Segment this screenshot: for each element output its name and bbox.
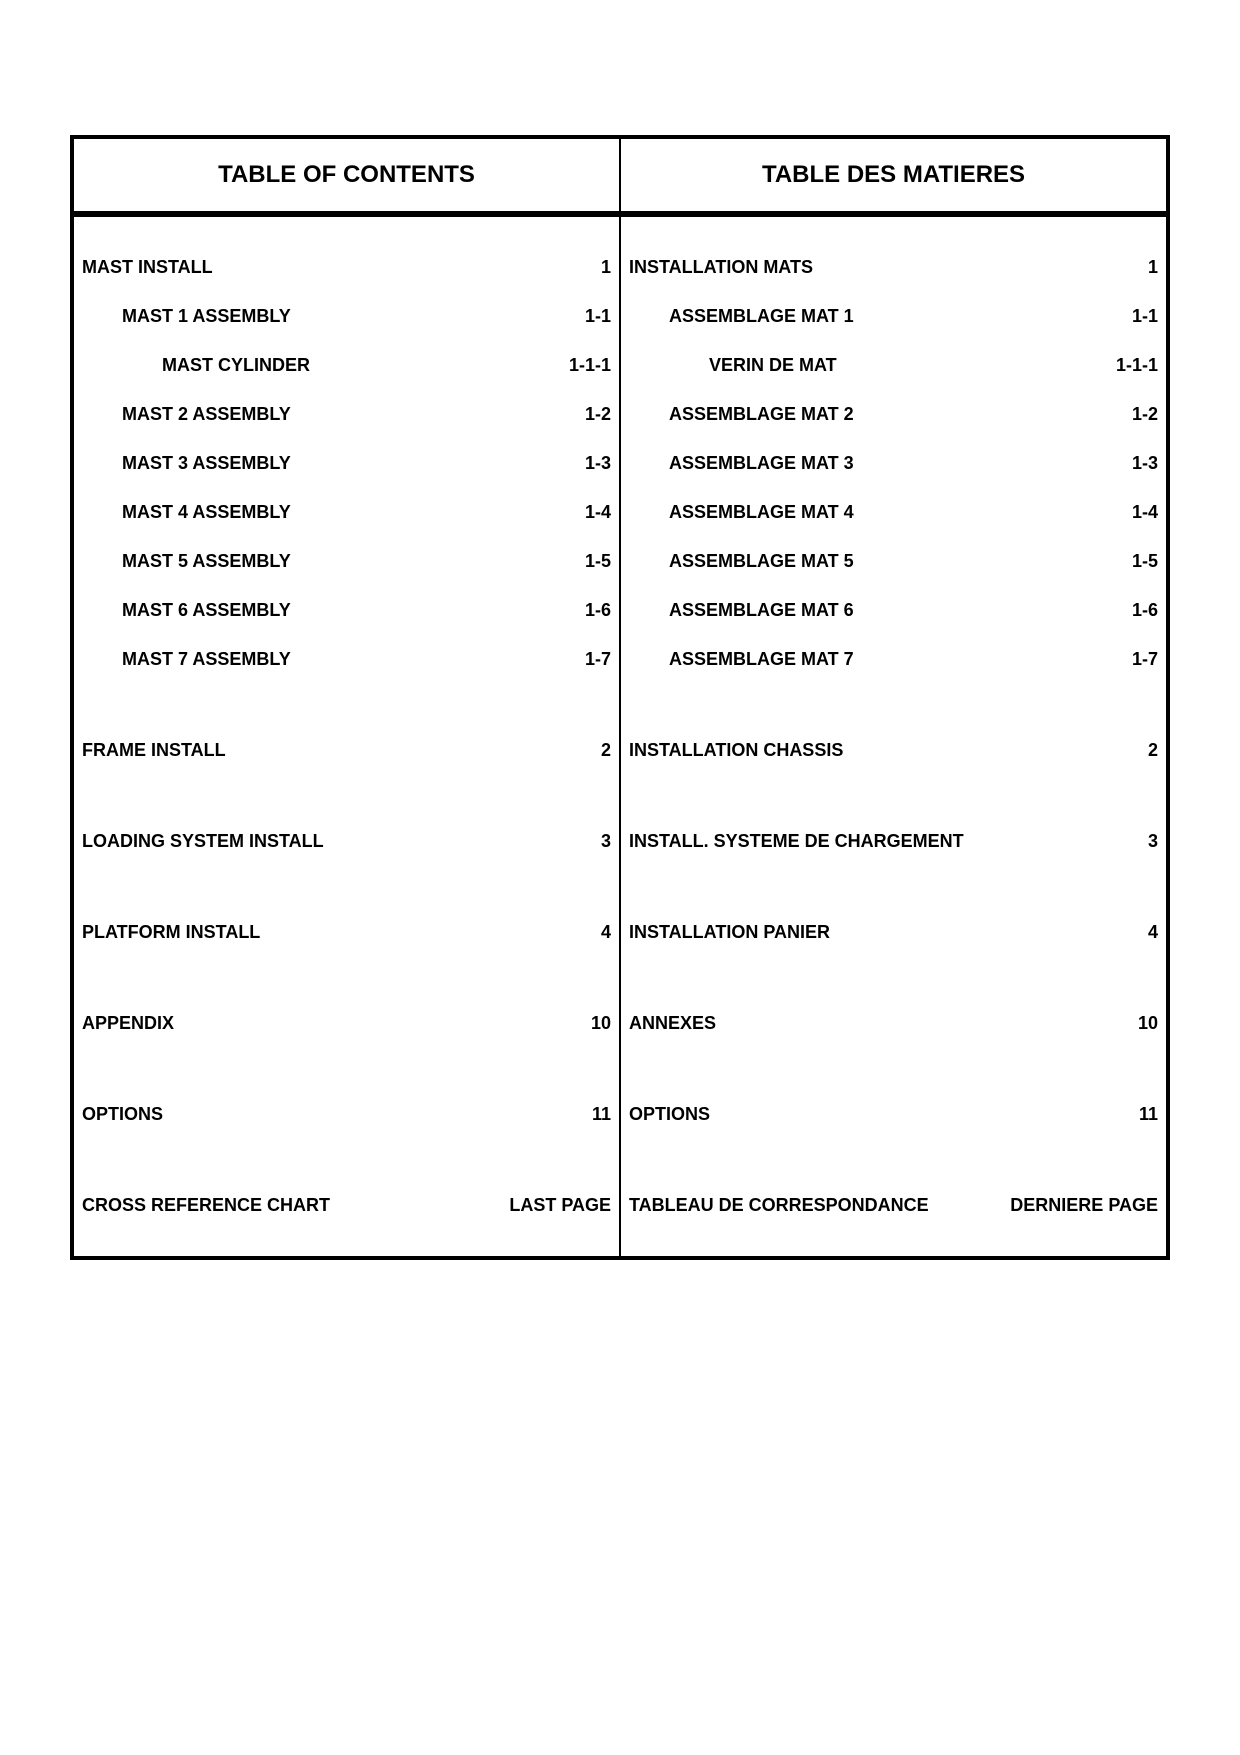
- toc-entry-page: 4: [1028, 922, 1158, 943]
- toc-entry-label: LOADING SYSTEM INSTALL: [82, 831, 324, 852]
- toc-row: ASSEMBLAGE MAT 2 1-2: [621, 404, 1166, 425]
- toc-column-left: MAST INSTALL 1 MAST 1 ASSEMBLY 1-1 MAST CYLI…: [74, 217, 621, 1256]
- toc-row: APPENDIX 10: [74, 1013, 619, 1034]
- toc-row: FRAME INSTALL 2: [74, 740, 619, 761]
- toc-body: MAST INSTALL 1 MAST 1 ASSEMBLY 1-1 MAST CYLI…: [74, 217, 1166, 1256]
- toc-entry-page: 1-6: [1028, 600, 1158, 621]
- toc-row: MAST CYLINDER 1-1-1: [74, 355, 619, 376]
- toc-entry-label: CROSS REFERENCE CHART: [82, 1195, 330, 1216]
- toc-header-left: TABLE OF CONTENTS: [74, 139, 621, 211]
- toc-row: ASSEMBLAGE MAT 6 1-6: [621, 600, 1166, 621]
- toc-row: CROSS REFERENCE CHART LAST PAGE: [74, 1195, 619, 1216]
- toc-entry-label: ASSEMBLAGE MAT 1: [669, 306, 854, 327]
- toc-entry-page: 1-1: [481, 306, 611, 327]
- toc-row: MAST 7 ASSEMBLY 1-7: [74, 649, 619, 670]
- toc-entry-page: DERNIERE PAGE: [1010, 1195, 1158, 1216]
- toc-entry-label: MAST 1 ASSEMBLY: [122, 306, 291, 327]
- toc-row: INSTALLATION CHASSIS 2: [621, 740, 1166, 761]
- toc-row: VERIN DE MAT 1-1-1: [621, 355, 1166, 376]
- toc-entry-label: ASSEMBLAGE MAT 2: [669, 404, 854, 425]
- toc-entry-page: 1-1: [1028, 306, 1158, 327]
- toc-entry-page: 1-3: [481, 453, 611, 474]
- toc-entry-label: INSTALLATION PANIER: [629, 922, 830, 943]
- toc-entry-page: 10: [481, 1013, 611, 1034]
- toc-row: ASSEMBLAGE MAT 1 1-1: [621, 306, 1166, 327]
- toc-entry-label: MAST CYLINDER: [162, 355, 310, 376]
- toc-entry-label: PLATFORM INSTALL: [82, 922, 260, 943]
- toc-entry-label: TABLEAU DE CORRESPONDANCE: [629, 1195, 929, 1216]
- toc-entry-page: 3: [481, 831, 611, 852]
- toc-container: TABLE OF CONTENTS TABLE DES MATIERES MAS…: [70, 135, 1170, 1260]
- toc-entry-label: FRAME INSTALL: [82, 740, 226, 761]
- toc-entry-label: ASSEMBLAGE MAT 7: [669, 649, 854, 670]
- toc-entry-page: 2: [481, 740, 611, 761]
- toc-row: ASSEMBLAGE MAT 5 1-5: [621, 551, 1166, 572]
- toc-entry-label: MAST 2 ASSEMBLY: [122, 404, 291, 425]
- toc-column-right: INSTALLATION MATS 1 ASSEMBLAGE MAT 1 1-1 VER…: [621, 217, 1166, 1256]
- toc-row: MAST 5 ASSEMBLY 1-5: [74, 551, 619, 572]
- toc-entry-page: 3: [1028, 831, 1158, 852]
- toc-entry-page: 1-2: [1028, 404, 1158, 425]
- toc-row: MAST 3 ASSEMBLY 1-3: [74, 453, 619, 474]
- toc-entry-label: MAST INSTALL: [82, 257, 213, 278]
- toc-entry-label: MAST 7 ASSEMBLY: [122, 649, 291, 670]
- toc-row: INSTALLATION PANIER 4: [621, 922, 1166, 943]
- toc-entry-label: VERIN DE MAT: [709, 355, 837, 376]
- toc-entry-page: 1-2: [481, 404, 611, 425]
- toc-entry-page: 1-6: [481, 600, 611, 621]
- toc-entry-label: MAST 4 ASSEMBLY: [122, 502, 291, 523]
- toc-entry-page: 1-7: [1028, 649, 1158, 670]
- toc-row: INSTALLATION MATS 1: [621, 257, 1166, 278]
- toc-row: ANNEXES 10: [621, 1013, 1166, 1034]
- toc-entry-page: 1-1-1: [1028, 355, 1158, 376]
- toc-entry-page: 1-5: [1028, 551, 1158, 572]
- toc-row: INSTALL. SYSTEME DE CHARGEMENT 3: [621, 831, 1166, 852]
- toc-entry-page: 11: [481, 1104, 611, 1125]
- toc-entry-label: INSTALLATION CHASSIS: [629, 740, 843, 761]
- toc-row: OPTIONS 11: [74, 1104, 619, 1125]
- toc-entry-label: ANNEXES: [629, 1013, 716, 1034]
- toc-entry-label: ASSEMBLAGE MAT 5: [669, 551, 854, 572]
- toc-row: MAST INSTALL 1: [74, 257, 619, 278]
- toc-entry-page: 11: [1028, 1104, 1158, 1125]
- toc-entry-page: 1: [1028, 257, 1158, 278]
- toc-entry-page: 2: [1028, 740, 1158, 761]
- toc-row: MAST 4 ASSEMBLY 1-4: [74, 502, 619, 523]
- toc-entry-page: 1-4: [1028, 502, 1158, 523]
- toc-row: ASSEMBLAGE MAT 3 1-3: [621, 453, 1166, 474]
- toc-entry-label: MAST 3 ASSEMBLY: [122, 453, 291, 474]
- toc-row: MAST 1 ASSEMBLY 1-1: [74, 306, 619, 327]
- toc-entry-label: OPTIONS: [629, 1104, 710, 1125]
- toc-row: MAST 2 ASSEMBLY 1-2: [74, 404, 619, 425]
- toc-entry-label: APPENDIX: [82, 1013, 174, 1034]
- toc-row: OPTIONS 11: [621, 1104, 1166, 1125]
- toc-entry-page: LAST PAGE: [481, 1195, 611, 1216]
- toc-entry-label: INSTALLATION MATS: [629, 257, 813, 278]
- toc-row: ASSEMBLAGE MAT 4 1-4: [621, 502, 1166, 523]
- toc-header-right: TABLE DES MATIERES: [621, 139, 1166, 211]
- toc-entry-page: 1: [481, 257, 611, 278]
- toc-row: LOADING SYSTEM INSTALL 3: [74, 831, 619, 852]
- toc-entry-label: OPTIONS: [82, 1104, 163, 1125]
- toc-row: PLATFORM INSTALL 4: [74, 922, 619, 943]
- toc-entry-page: 1-7: [481, 649, 611, 670]
- toc-entry-label: ASSEMBLAGE MAT 4: [669, 502, 854, 523]
- toc-entry-page: 4: [481, 922, 611, 943]
- toc-entry-page: 1-5: [481, 551, 611, 572]
- toc-entry-label: MAST 6 ASSEMBLY: [122, 600, 291, 621]
- toc-entry-page: 1-4: [481, 502, 611, 523]
- toc-entry-label: ASSEMBLAGE MAT 6: [669, 600, 854, 621]
- toc-entry-label: ASSEMBLAGE MAT 3: [669, 453, 854, 474]
- toc-entry-label: MAST 5 ASSEMBLY: [122, 551, 291, 572]
- toc-entry-page: 1-1-1: [481, 355, 611, 376]
- toc-header: TABLE OF CONTENTS TABLE DES MATIERES: [74, 139, 1166, 217]
- toc-row: TABLEAU DE CORRESPONDANCE DERNIERE PAGE: [621, 1195, 1166, 1216]
- toc-entry-page: 1-3: [1028, 453, 1158, 474]
- toc-entry-page: 10: [1028, 1013, 1158, 1034]
- toc-row: MAST 6 ASSEMBLY 1-6: [74, 600, 619, 621]
- toc-entry-label: INSTALL. SYSTEME DE CHARGEMENT: [629, 831, 964, 852]
- toc-row: ASSEMBLAGE MAT 7 1-7: [621, 649, 1166, 670]
